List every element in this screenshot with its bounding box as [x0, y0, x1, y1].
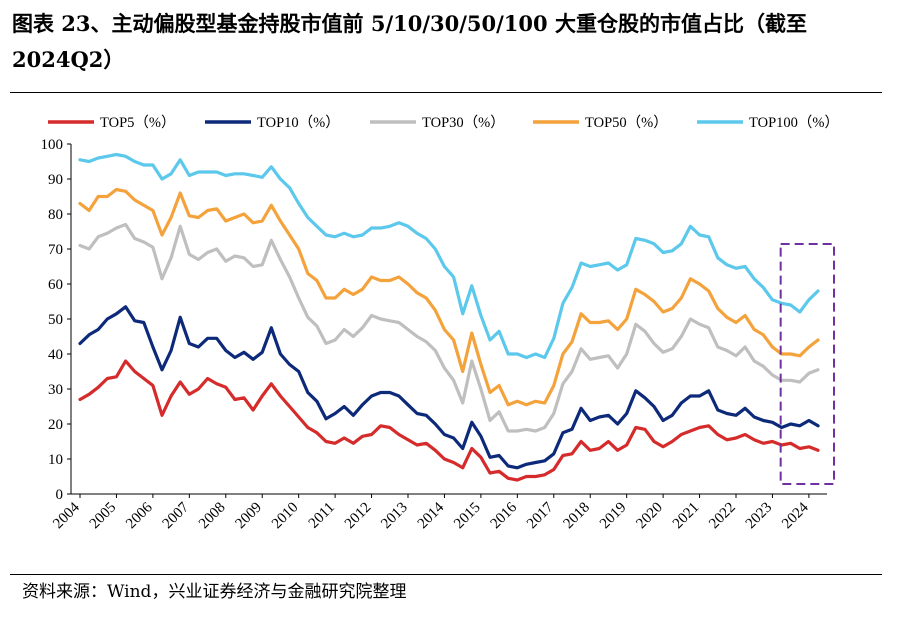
y-tick-label: 30: [48, 382, 63, 398]
x-tick-label: 2006: [123, 499, 156, 532]
x-tick-label: 2012: [342, 500, 375, 533]
x-tick-label: 2021: [670, 500, 703, 533]
x-tick-label: 2007: [160, 499, 193, 532]
x-tick-label: 2022: [706, 500, 739, 533]
series-line-top50: [78, 187, 820, 407]
x-tick-label: 2011: [306, 500, 338, 532]
highlight-box: [779, 243, 836, 485]
chart-title: 图表 23、主动偏股型基金持股市值前 5/10/30/50/100 大重仓股的市…: [12, 11, 807, 72]
y-tick-label: 100: [41, 137, 64, 153]
x-tick-label: 2016: [488, 499, 521, 532]
series-line-top10: [78, 305, 820, 470]
legend-label: TOP50（%）: [585, 114, 668, 131]
x-tick-label: 2018: [561, 500, 594, 533]
source-note: 资料来源：Wind，兴业证券经济与金融研究院整理: [22, 582, 407, 602]
x-tick-label: 2020: [633, 500, 666, 533]
highlight-overlay: [779, 243, 836, 485]
series-line-top5: [78, 359, 820, 482]
line-chart: TOP5（%） TOP10（%） TOP30（%） TOP50（%） TOP100（%）…: [41, 114, 839, 533]
legend-label: TOP30（%）: [422, 114, 505, 131]
y-tick-label: 40: [48, 347, 63, 363]
x-tick-label: 2019: [597, 500, 630, 533]
x-tick-label: 2009: [233, 500, 266, 533]
y-tick-label: 60: [48, 277, 63, 293]
title-divider: [10, 92, 882, 93]
x-tick-label: 2008: [196, 500, 229, 533]
legend-label: TOP5（%）: [100, 114, 175, 131]
x-tick-label: 2013: [378, 500, 411, 533]
x-tick-label: 2010: [269, 500, 302, 533]
x-tick-label: 2023: [743, 500, 776, 533]
series-lines: [78, 152, 820, 482]
legend-label: TOP100（%）: [749, 114, 839, 131]
x-tick-label: 2004: [50, 499, 83, 532]
x-tick-label: 2014: [415, 499, 448, 532]
y-tick-label: 50: [48, 312, 63, 328]
x-tick-label: 2005: [87, 500, 120, 533]
y-tick-label: 80: [48, 207, 63, 223]
source-divider: [10, 574, 882, 575]
legend: TOP5（%） TOP10（%） TOP30（%） TOP50（%） TOP100（%）: [48, 114, 839, 131]
legend-label: TOP10（%）: [257, 114, 340, 131]
y-tick-label: 10: [48, 452, 63, 468]
x-tick-label: 2017: [524, 499, 557, 532]
x-tick-label: 2015: [451, 500, 484, 533]
x-tick-label: 2024: [779, 499, 812, 532]
series-line-top100: [78, 152, 820, 360]
y-tick-label: 70: [48, 242, 63, 258]
y-tick-label: 90: [48, 172, 63, 188]
series-line-top30: [78, 222, 820, 433]
y-tick-label: 20: [48, 417, 63, 433]
y-tick-label: 0: [56, 487, 64, 503]
